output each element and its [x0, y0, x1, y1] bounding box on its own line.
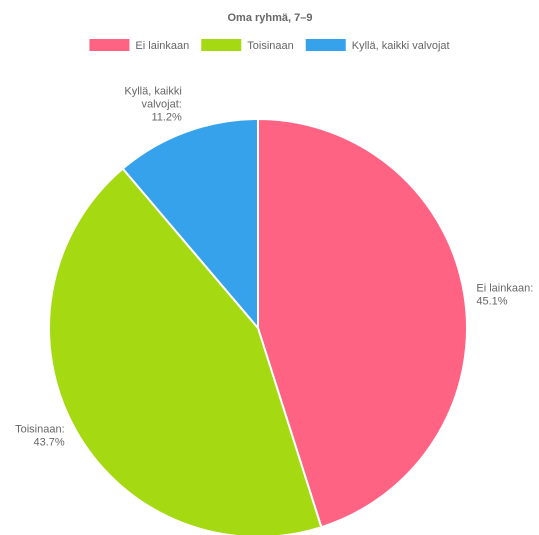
slice-label-line: Toisinaan:	[15, 424, 65, 436]
pie-slices	[48, 117, 468, 535]
legend-label: Kyllä, kaikki valvojat	[352, 40, 450, 52]
legend-item-kylla-kaikki-valvojat[interactable]: Kyllä, kaikki valvojat	[305, 39, 450, 52]
legend: Ei lainkaan Toisinaan Kyllä, kaikki valvoj…	[89, 39, 450, 52]
slice-label-line: Kyllä, kaikki	[124, 86, 181, 98]
slice-label-line: Ei lainkaan:	[476, 283, 533, 295]
legend-label: Toisinaan	[247, 40, 293, 52]
pie-slice-toisinaan[interactable]	[48, 167, 323, 535]
slice-label-line: 43.7%	[33, 437, 64, 449]
legend-item-ei-lainkaan[interactable]: Ei lainkaan	[89, 39, 189, 52]
chart-title: Oma ryhmä, 7–9	[228, 12, 313, 24]
legend-label: Ei lainkaan	[135, 40, 189, 52]
legend-swatch	[89, 39, 130, 51]
legend-item-toisinaan[interactable]: Toisinaan	[201, 39, 294, 52]
slice-label-kylla-kaikki-valvojat: Kyllä, kaikki valvojat: 11.2%	[124, 86, 182, 124]
pie-slice-kylla-kaikki-valvojat[interactable]	[121, 117, 259, 331]
slice-labels: Ei lainkaan: 45.1% Toisinaan: 43.7% Kyllä, k…	[15, 86, 533, 449]
slice-label-ei-lainkaan: Ei lainkaan: 45.1%	[476, 283, 533, 308]
pie-slice-ei-lainkaan[interactable]	[257, 117, 468, 529]
legend-swatch	[305, 39, 346, 51]
slice-label-line: 11.2%	[151, 112, 182, 124]
slice-label-line: valvojat:	[141, 99, 181, 111]
slice-label-line: 45.1%	[476, 296, 507, 308]
slice-label-toisinaan: Toisinaan: 43.7%	[15, 424, 65, 449]
legend-swatch	[201, 39, 242, 51]
